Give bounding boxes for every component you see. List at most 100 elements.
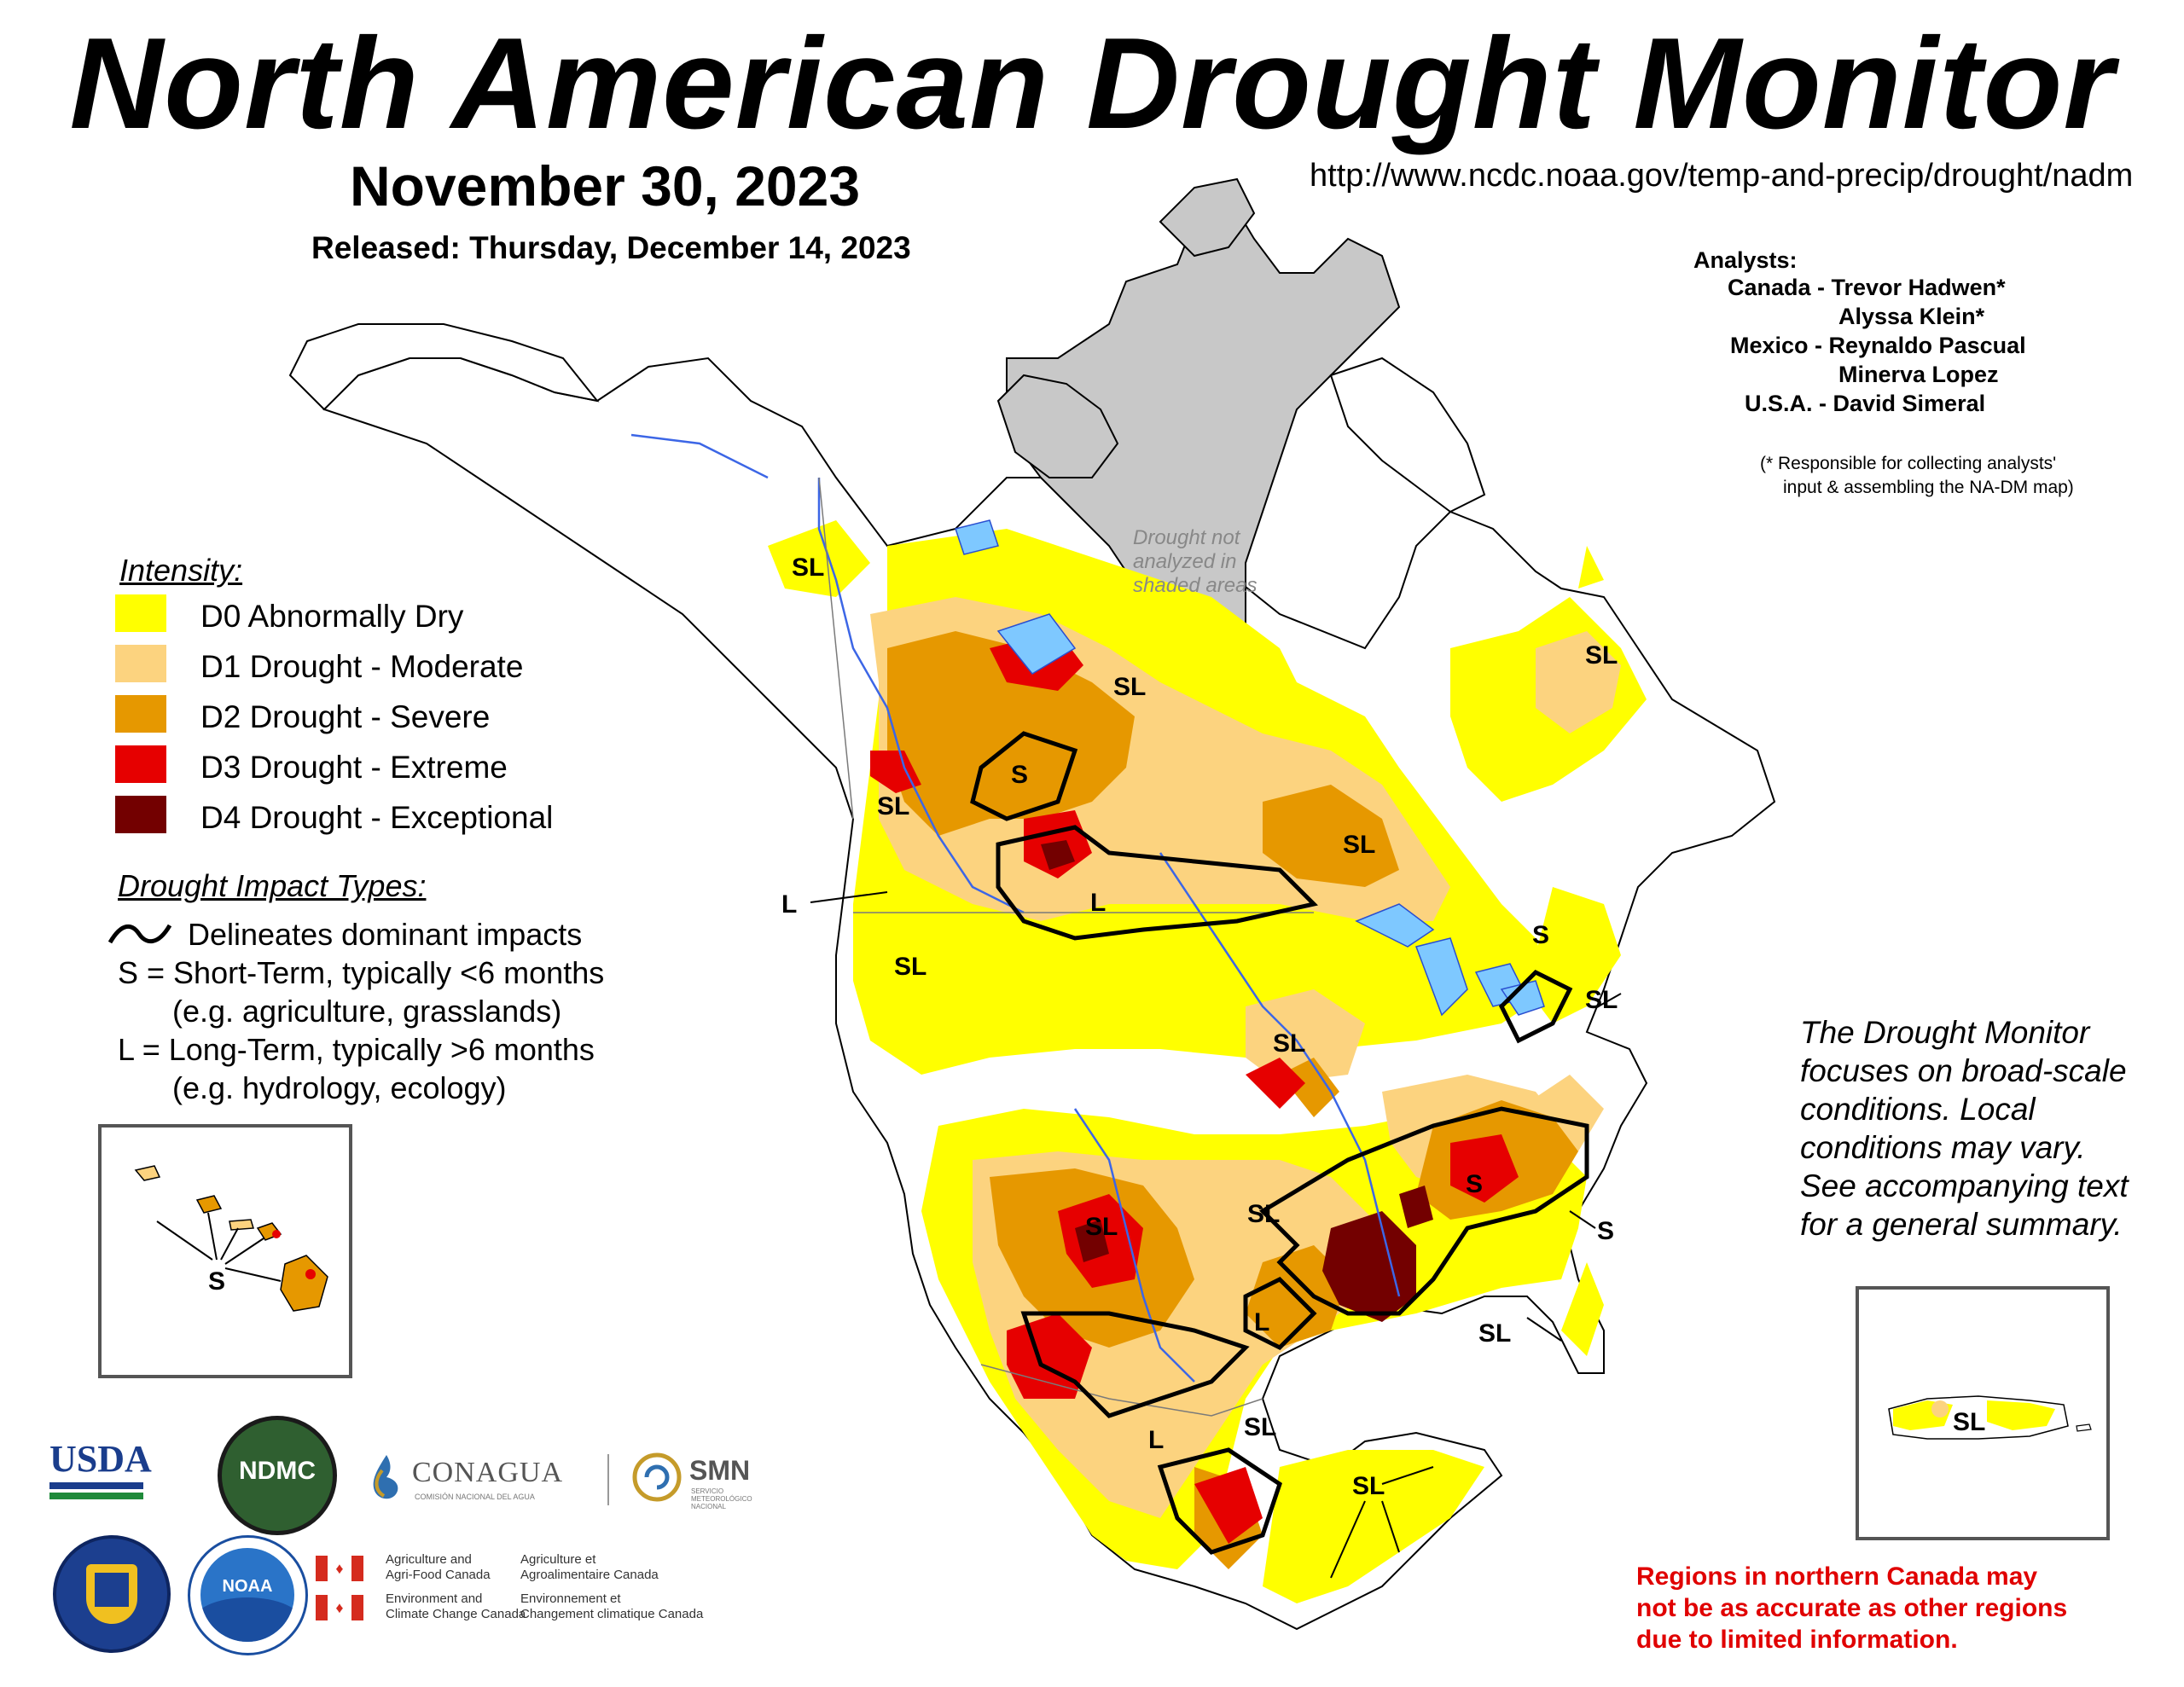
label-sl-nunavut: SL [1113, 673, 1146, 701]
smn-logo-text: SMN [689, 1455, 751, 1486]
ndmc-logo-text: NDMC [239, 1457, 316, 1485]
lakes [955, 519, 1545, 1017]
canada-eccc-fr-2: Changement climatique Canada [520, 1607, 704, 1621]
baffin-island [1329, 357, 1486, 513]
map-date: November 30, 2023 [350, 154, 861, 217]
analyst-canada-2: Alyssa Klein* [1838, 304, 1985, 329]
analysts-header: Analysts: [1693, 247, 1798, 273]
canada-agencies-logo: ♦ Agriculture and Agri-Food Canada Agric… [316, 1552, 759, 1655]
legend-impact-title: Drought Impact Types: [118, 868, 427, 903]
label-sl-midwest: SL [1273, 1029, 1305, 1058]
legend-label-d0: D0 Abnormally Dry [200, 599, 464, 634]
impact-short-term: S = Short-Term, typically <6 months [118, 955, 605, 990]
map-labels: SL SL SL SL SL SL SL SL SL SL SL SL SL S… [781, 554, 1618, 1500]
legend-swatch-d4 [115, 796, 166, 833]
legend-label-d4: D4 Drought - Exceptional [200, 800, 554, 835]
analysts-note-2: input & assembling the NA-DM map) [1783, 478, 2074, 497]
focus-line-4: conditions may vary. [1800, 1130, 2086, 1165]
source-url[interactable]: http://www.ncdc.noaa.gov/temp-and-precip… [1310, 158, 2134, 194]
noaa-logo: NOAA [188, 1535, 308, 1655]
conagua-drop-icon [373, 1455, 398, 1499]
smn-logo: SMN SERVICIO METEOROLÓGICO NACIONAL [630, 1450, 783, 1518]
canada-aafc-fr-2: Agroalimentaire Canada [520, 1568, 659, 1582]
impact-delineates: Delineates dominant impacts [188, 917, 583, 952]
label-sl-alaska: SL [792, 554, 824, 582]
usda-logo: USDA [49, 1440, 156, 1512]
impact-long-term: L = Long-Term, typically >6 months [118, 1032, 595, 1067]
alaska-landmass [288, 323, 600, 411]
borders [818, 477, 1314, 1417]
label-sl-gulf: SL [1478, 1319, 1511, 1348]
smn-logo-subtext-3: NACIONAL [691, 1503, 726, 1510]
label-l-pacific: L [781, 890, 797, 919]
canada-eccc-en-2: Climate Change Canada [386, 1607, 526, 1621]
warning-line-3: due to limited information. [1636, 1626, 1958, 1654]
label-sl-northeast: SL [1585, 986, 1618, 1014]
usda-logo-text: USDA [49, 1438, 152, 1480]
smn-spiral-icon [632, 1452, 682, 1502]
analyst-canada-1: Canada - Trevor Hadwen* [1728, 275, 2006, 300]
label-l-prairie: L [1090, 889, 1106, 917]
legend-swatch-d2 [115, 695, 166, 733]
label-s-greatlakes: S [1532, 921, 1549, 949]
logo-divider [607, 1454, 609, 1505]
hawaii-map: S [134, 1165, 328, 1312]
label-sl-quebec: SL [1585, 641, 1618, 670]
focus-note: The Drought Monitor focuses on broad-sca… [1800, 1013, 2175, 1244]
canada-aafc-en-2: Agri-Food Canada [386, 1568, 491, 1582]
conagua-logo-subtext: COMISIÓN NACIONAL DEL AGUA [415, 1493, 535, 1501]
canada-eccc-en-1: Environment and [386, 1591, 483, 1606]
focus-line-1: The Drought Monitor [1800, 1015, 2090, 1050]
rivers [630, 433, 1401, 1383]
page-title: North American Drought Monitor [69, 11, 2115, 156]
noaa-logo-text: NOAA [222, 1577, 273, 1596]
svg-text:analyzed in: analyzed in [1133, 550, 1236, 573]
label-sl-southwest: SL [1085, 1213, 1118, 1241]
conagua-logo-text: CONAGUA [412, 1457, 563, 1488]
label-sl-ontario: SL [1343, 831, 1375, 859]
label-sl-mexico-east: SL [1244, 1413, 1276, 1441]
legend-swatch-d1 [115, 645, 166, 682]
label-s-prairie: S [1011, 761, 1028, 789]
label-sl-plains: SL [1247, 1200, 1280, 1228]
arctic-island-north [1159, 177, 1256, 258]
legend-label-d3: D3 Drought - Extreme [200, 750, 508, 785]
label-s-hawaii: S [208, 1267, 225, 1296]
canada-eccc-fr-1: Environnement et [520, 1591, 621, 1606]
ndmc-logo: NDMC [218, 1416, 337, 1535]
conagua-logo: CONAGUA COMISIÓN NACIONAL DEL AGUA [365, 1450, 604, 1510]
d4-areas [1041, 840, 1433, 1322]
smn-logo-subtext-2: METEOROLÓGICO [691, 1495, 752, 1503]
puerto-rico-inset: SL [1856, 1286, 2110, 1540]
label-sl-pnw: SL [894, 953, 926, 981]
arctic-island-west [996, 374, 1119, 478]
svg-text:shaded areas: shaded areas [1133, 574, 1257, 597]
legend-label-d1: D1 Drought - Moderate [200, 649, 524, 684]
release-date: Released: Thursday, December 14, 2023 [311, 230, 911, 265]
label-leader-lines [810, 891, 1622, 1579]
impact-boundaries [970, 731, 1589, 1555]
canada-flag-icon-2: ♦ [316, 1595, 363, 1620]
warning-line-1: Regions in northern Canada may [1636, 1562, 2038, 1591]
hawaii-inset: S [98, 1124, 352, 1378]
label-l-texas: L [1254, 1308, 1269, 1336]
svg-text:Drought not: Drought not [1133, 526, 1241, 549]
legend-swatch-d0 [115, 594, 166, 632]
legend-swatch-d3 [115, 745, 166, 783]
impact-line-icon [107, 924, 172, 944]
not-analyzed-note: Drought not analyzed in shaded areas [1133, 526, 1257, 597]
label-sl-bc: SL [877, 792, 909, 820]
label-s-atlantic: S [1597, 1217, 1614, 1245]
commerce-seal-logo [53, 1535, 171, 1653]
smn-logo-subtext-1: SERVICIO [691, 1487, 724, 1495]
focus-line-3: conditions. Local [1800, 1092, 2036, 1127]
analyst-mexico-2: Minerva Lopez [1838, 362, 1999, 387]
canada-aafc-en-1: Agriculture and [386, 1552, 472, 1567]
accuracy-warning: Regions in northern Canada may not be as… [1636, 1561, 2114, 1655]
analyst-mexico-1: Mexico - Reynaldo Pascual [1730, 333, 2026, 358]
impact-short-term-example: (e.g. agriculture, grasslands) [172, 994, 562, 1029]
canada-aafc-fr-1: Agriculture et [520, 1552, 596, 1567]
canada-flag-icon: ♦ [316, 1556, 363, 1581]
label-sl-puerto-rico: SL [1953, 1408, 1985, 1436]
